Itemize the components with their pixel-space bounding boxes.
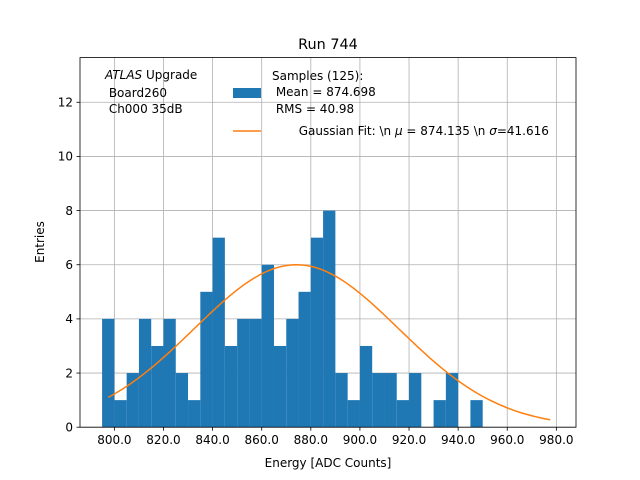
legend-fit-mid: = 874.135 \n [403, 124, 490, 138]
legend-fit-suffix: =41.616 [497, 124, 549, 138]
histogram-bar [433, 400, 446, 428]
histogram-bar [384, 373, 397, 428]
histogram-bar [359, 345, 373, 428]
gaussian-fit-curve [107, 263, 551, 421]
histogram-bar [114, 400, 127, 428]
histogram-bar [188, 400, 201, 428]
plot-frame [79, 57, 577, 428]
x-tick-label: 800.0 [97, 433, 131, 447]
histogram-bar [372, 373, 385, 428]
y-tick-label: 2 [65, 366, 73, 380]
histogram-bar [470, 400, 483, 428]
x-tick-label: 860.0 [245, 433, 279, 447]
histogram-bar [102, 318, 115, 428]
histogram-bar [237, 318, 250, 428]
histogram-bar [224, 345, 238, 428]
y-axis-ticks: 0 2 4 6 8 10 12 [58, 96, 80, 435]
x-tick-label: 880.0 [294, 433, 328, 447]
channel-label: Ch000 35dB [105, 102, 183, 116]
histogram-bar [261, 264, 274, 428]
y-tick-label: 0 [65, 421, 73, 435]
x-tick-label: 900.0 [343, 433, 377, 447]
y-tick-label: 12 [58, 96, 73, 110]
histogram-bar [163, 318, 176, 428]
histogram-bar [335, 373, 348, 428]
svg-text:ATLAS Upgrade: ATLAS Upgrade [104, 68, 197, 82]
histogram-bar [249, 318, 262, 428]
legend-hist-swatch [233, 88, 261, 98]
x-tick-label: 940.0 [441, 433, 475, 447]
x-tick-label: 820.0 [146, 433, 180, 447]
board-label: Board260 [105, 86, 167, 100]
histogram-bar [409, 373, 422, 428]
histogram-bar [396, 400, 410, 428]
histogram-bar [286, 318, 299, 428]
mu-symbol: μ [394, 124, 403, 138]
histogram-bar [126, 373, 139, 428]
histogram-bar [273, 345, 287, 428]
legend-hist-line-1: Samples (125): [272, 69, 363, 83]
y-tick-label: 6 [65, 258, 73, 272]
legend-fit-label: Gaussian Fit: \n μ = 874.135 \n σ=41.616 [272, 124, 568, 138]
y-axis-label: Entries [33, 221, 47, 263]
y-tick-label: 4 [65, 312, 73, 326]
y-tick-label: 10 [58, 150, 73, 164]
histogram-bar [298, 291, 311, 428]
sigma-symbol: σ [489, 124, 497, 138]
legend-hist-line-3: RMS = 40.98 [272, 102, 354, 116]
x-tick-label: 980.0 [539, 433, 573, 447]
legend-fit-prefix: Gaussian Fit: \n [299, 124, 395, 138]
histogram-bar [175, 373, 189, 428]
upgrade-label: Upgrade [142, 68, 197, 82]
chart-title: Run 744 [298, 37, 358, 53]
x-axis-ticks: 800.0 820.0 840.0 860.0 880.0 900.0 920.0 940.0… [97, 427, 574, 447]
legend: Samples (125): Mean = 874.698 RMS = 40.9… [233, 69, 568, 138]
histogram-bar [310, 237, 324, 428]
histogram-bar [445, 373, 459, 428]
histogram-bars [102, 210, 483, 428]
y-tick-label: 8 [65, 204, 73, 218]
x-tick-label: 840.0 [195, 433, 229, 447]
histogram-bar [323, 210, 336, 428]
x-axis-label: Energy [ADC Counts] [265, 456, 392, 470]
x-tick-label: 920.0 [392, 433, 426, 447]
histogram-bar [212, 237, 225, 428]
histogram-bar [347, 400, 360, 428]
histogram-bar [200, 291, 213, 428]
atlas-annotation: ATLAS Upgrade Board260 Ch000 35dB [104, 68, 197, 116]
legend-hist-line-2: Mean = 874.698 [272, 85, 376, 99]
atlas-label: ATLAS [104, 68, 143, 82]
x-tick-label: 960.0 [490, 433, 524, 447]
